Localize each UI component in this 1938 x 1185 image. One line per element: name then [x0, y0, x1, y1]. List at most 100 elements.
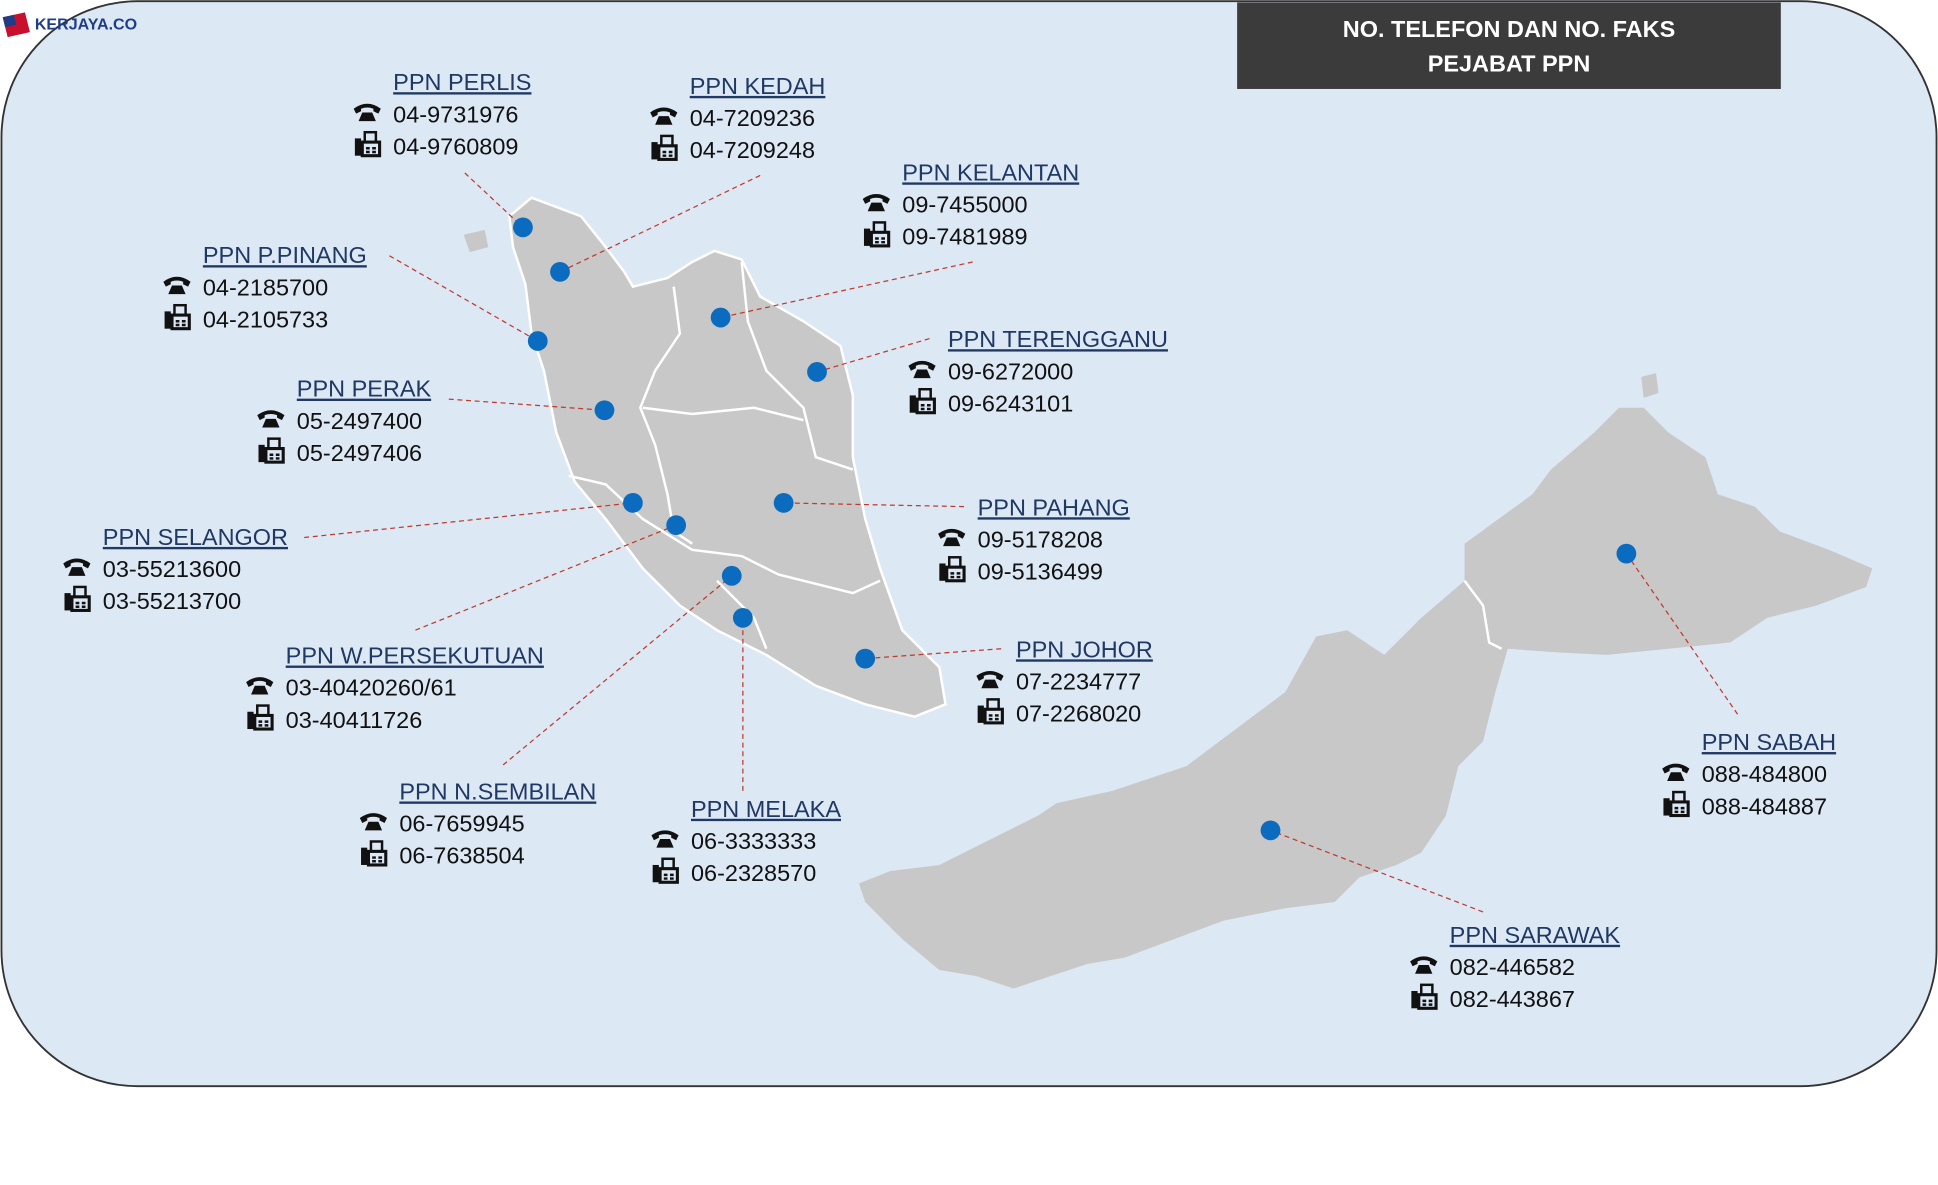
fax-icon	[662, 150, 673, 157]
phone-icon	[353, 103, 381, 122]
fax-icon	[939, 563, 946, 581]
fax-icon	[173, 303, 187, 317]
fax-icon	[361, 847, 368, 865]
leader-line	[783, 502, 965, 508]
fax-icon	[663, 873, 674, 880]
fax-icon	[372, 856, 383, 863]
fax-icon	[986, 698, 1000, 711]
fax-number: 03-55213700	[103, 588, 241, 614]
fax-icon	[947, 556, 962, 569]
phone-number: 03-55213600	[103, 556, 241, 582]
fax-icon	[661, 857, 675, 870]
office-name: PPN PAHANG	[978, 494, 1130, 520]
office-dot	[732, 607, 753, 628]
fax-number: 04-2105733	[203, 306, 328, 332]
fax-icon	[909, 395, 916, 413]
fax-number: 05-2497406	[297, 440, 422, 466]
fax-number: 06-7638504	[399, 843, 524, 869]
phone-number: 09-7455000	[902, 192, 1027, 218]
fax-number: 04-7209248	[690, 137, 815, 163]
fax-icon	[164, 311, 171, 329]
leader-line	[1270, 829, 1484, 913]
office-dot	[623, 493, 643, 513]
office-name: PPN SARAWAK	[1450, 922, 1621, 948]
fax-icon	[875, 237, 885, 244]
fax-icon	[1411, 991, 1418, 1009]
office-name: PPN P.PINANG	[203, 242, 367, 268]
office: PPN JOHOR 07-2234777 07-2268020	[855, 636, 1153, 727]
phone-number: 04-7209236	[690, 105, 815, 131]
fax-number: 09-6243101	[948, 390, 1073, 416]
phone-icon	[651, 830, 679, 848]
fax-icon	[365, 147, 376, 154]
office-dot	[807, 362, 827, 382]
fax-icon	[354, 138, 362, 156]
fax-number: 09-5136499	[978, 559, 1103, 585]
office-dot	[594, 400, 615, 421]
phone-icon	[246, 677, 274, 695]
leader-line	[464, 172, 524, 228]
fax-icon	[977, 705, 984, 723]
fax-icon	[64, 593, 71, 611]
office-name: PPN W.PERSEKUTUAN	[286, 643, 544, 669]
office-name: PPN PERLIS	[393, 69, 531, 95]
office-name: PPN SELANGOR	[103, 524, 288, 550]
leader-line	[865, 648, 1002, 660]
fax-icon	[363, 130, 378, 144]
office: PPN KEDAH 04-7209236 04-7209248	[550, 73, 825, 282]
map-background	[0, 0, 1938, 1088]
header-line: NO. TELEFON DAN NO. FAKS	[1343, 16, 1675, 42]
fax-icon	[1672, 790, 1686, 804]
fax-number: 082-443867	[1450, 986, 1575, 1012]
logo-text: KERJAYA.CO	[35, 16, 137, 34]
fax-number: 09-7481989	[902, 224, 1027, 250]
leader-line	[1625, 553, 1739, 715]
office-name: PPN MELAKA	[691, 796, 841, 822]
office-name: PPN JOHOR	[1016, 636, 1153, 662]
fax-icon	[369, 840, 384, 853]
header-line: PEJABAT PPN	[1428, 51, 1591, 77]
fax-icon	[918, 387, 932, 401]
office-dot	[1616, 543, 1637, 564]
leader-line	[816, 337, 930, 373]
fax-icon	[652, 864, 659, 883]
office-dot	[1260, 820, 1281, 841]
office: PPN PERLIS 04-9731976 04-9760809	[353, 69, 533, 238]
fax-icon	[75, 601, 86, 608]
fax-icon	[950, 572, 961, 579]
offices: PPN PERLIS 04-9731976 04-9760809 PPN KEDAH 0…	[63, 69, 1836, 1012]
fax-icon	[258, 720, 269, 727]
leader-line	[448, 398, 605, 411]
office: PPN SABAH 088-484800 088-484887	[1616, 543, 1836, 819]
leader-line	[559, 174, 761, 273]
phone-icon	[862, 193, 890, 212]
logo: KERJAYA.CO	[2, 12, 137, 38]
office: PPN SELANGOR 03-55213600 03-55213700	[63, 493, 643, 614]
fax-icon	[988, 714, 999, 721]
phone-icon	[257, 410, 285, 428]
fax-icon	[256, 704, 270, 717]
phone-icon	[1410, 956, 1438, 974]
fax-icon	[258, 444, 265, 463]
fax-icon	[175, 320, 186, 327]
fax-icon	[651, 142, 658, 160]
fax-number: 03-40411726	[286, 707, 423, 733]
office: PPN SARAWAK 082-446582 082-443867	[1260, 820, 1621, 1012]
fax-icon	[73, 585, 87, 599]
office-name: PPN PERAK	[297, 376, 432, 402]
header-box	[1237, 2, 1781, 89]
phone-number: 04-9731976	[393, 101, 518, 127]
office-name: PPN N.SEMBILAN	[399, 778, 596, 804]
office: PPN PERAK 05-2497400 05-2497406	[257, 376, 615, 466]
phone-number: 082-446582	[1450, 954, 1575, 980]
office: PPN PAHANG 09-5178208 09-5136499	[773, 493, 1130, 585]
office-dot	[527, 331, 548, 351]
office: PPN P.PINANG 04-2185700 04-2105733	[163, 242, 548, 351]
fax-icon	[920, 404, 931, 411]
peninsula	[463, 196, 947, 718]
phone-icon	[650, 107, 678, 125]
phone-number: 04-2185700	[203, 274, 328, 300]
office-name: PPN SABAH	[1702, 729, 1836, 755]
office: PPN KELANTAN 09-7455000 09-7481989	[710, 159, 1079, 328]
